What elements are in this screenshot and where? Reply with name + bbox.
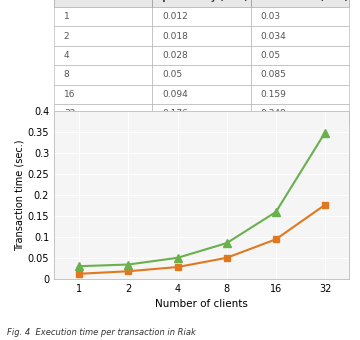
Line: Update only: Update only xyxy=(76,201,328,277)
Update only xyxy=(175,265,180,269)
Transactions xyxy=(175,256,180,260)
Update only xyxy=(225,256,229,260)
Transactions xyxy=(274,210,278,214)
Transactions xyxy=(126,262,131,267)
Line: Transactions: Transactions xyxy=(75,129,329,270)
Transactions xyxy=(225,241,229,245)
Update only xyxy=(323,203,327,207)
Update only xyxy=(126,269,131,273)
Text: Fig. 4  Execution time per transaction in Riak: Fig. 4 Execution time per transaction in… xyxy=(7,328,196,337)
Update only xyxy=(274,237,278,241)
Transactions xyxy=(77,264,81,268)
Transactions xyxy=(323,131,327,135)
Y-axis label: Transaction time (sec.): Transaction time (sec.) xyxy=(15,139,25,251)
Update only xyxy=(77,272,81,276)
X-axis label: Number of clients: Number of clients xyxy=(155,299,248,309)
